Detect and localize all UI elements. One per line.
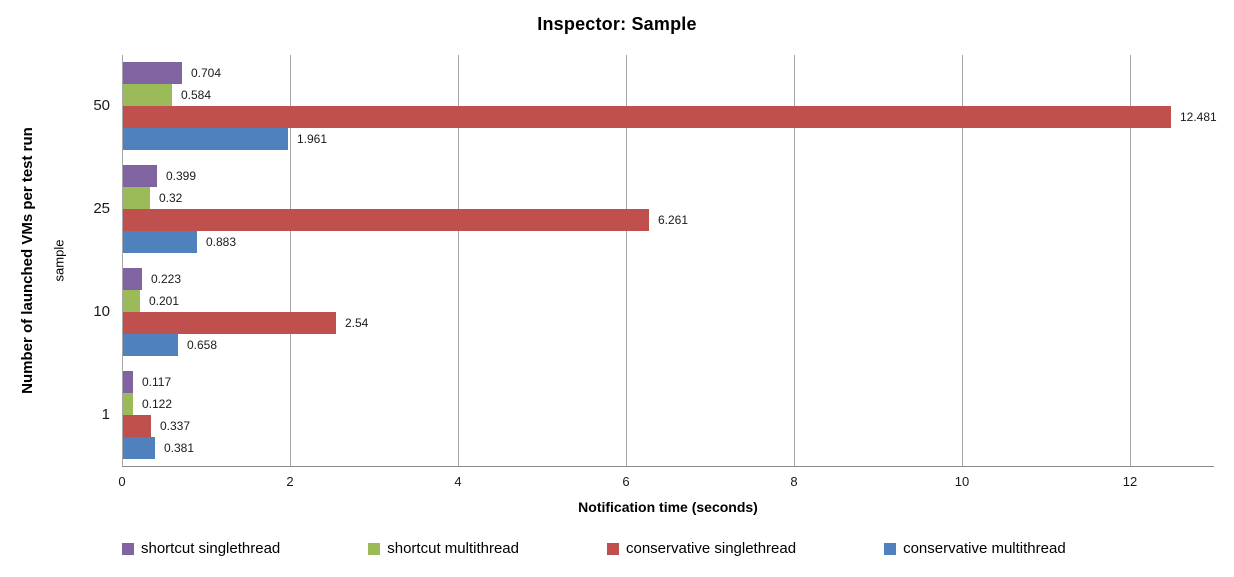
- x-tick-label: 10: [954, 474, 970, 489]
- bar-value-label: 0.381: [164, 441, 195, 455]
- bar-shortcut-singlethread-cat-1: [123, 371, 133, 393]
- gridline: [962, 55, 963, 466]
- bar-value-label: 0.584: [181, 88, 212, 102]
- bar-shortcut-singlethread-cat-10: [123, 268, 142, 290]
- legend-label: conservative singlethread: [625, 540, 797, 557]
- y-axis-title-wrap: Number of launched VMs per test run: [10, 55, 44, 466]
- x-tick-label: 8: [790, 474, 798, 489]
- bar-shortcut-multithread-cat-10: [123, 290, 140, 312]
- bar-value-label: 0.399: [166, 169, 197, 183]
- legend-swatch-icon: [606, 542, 619, 555]
- x-tick-label: 12: [1122, 474, 1138, 489]
- bar-conservative-singlethread-cat-10: [123, 312, 336, 334]
- bar-conservative-multithread-cat-1: [123, 437, 155, 459]
- bar-shortcut-singlethread-cat-50: [123, 62, 182, 84]
- legend-label: shortcut multithread: [387, 540, 519, 557]
- legend-swatch-icon: [368, 542, 381, 555]
- legend-item-conservative-multithread: conservative multithread: [884, 540, 1066, 557]
- y-category-label: 1: [101, 406, 110, 423]
- gridline: [1130, 55, 1131, 466]
- legend-item-conservative-singlethread: conservative singlethread: [606, 540, 797, 557]
- y-axis-title: Number of launched VMs per test run: [18, 127, 36, 394]
- chart-title: Inspector: Sample: [537, 14, 697, 34]
- bar-value-label: 0.704: [191, 66, 222, 80]
- gridline: [122, 55, 123, 466]
- x-tick-label: 0: [118, 474, 126, 489]
- x-axis-title: Notification time (seconds): [578, 499, 758, 515]
- gridline: [458, 55, 459, 466]
- bar-shortcut-multithread-cat-25: [123, 187, 150, 209]
- y-axis-subtitle-wrap: sample: [46, 55, 72, 466]
- bar-value-label: 0.122: [142, 397, 173, 411]
- legend-label: shortcut singlethread: [141, 540, 281, 557]
- bar-conservative-multithread-cat-25: [123, 231, 197, 253]
- bar-conservative-singlethread-cat-50: [123, 106, 1171, 128]
- legend-label: conservative multithread: [903, 540, 1066, 557]
- bar-value-label: 0.658: [187, 338, 218, 352]
- legend-swatch-icon: [122, 542, 134, 555]
- gridline: [290, 55, 291, 466]
- y-category-label: 25: [93, 200, 110, 217]
- legend: shortcut singlethread shortcut multithrea…: [122, 540, 1066, 557]
- bar-value-label: 6.261: [658, 213, 689, 227]
- legend-swatch-icon: [884, 542, 897, 555]
- y-category-label: 50: [93, 97, 110, 114]
- bar-conservative-singlethread-cat-25: [123, 209, 649, 231]
- bar-value-label: 0.883: [206, 235, 237, 249]
- plot-area: 0.704 0.584 12.481 1.961 0.399 0.32 6.261 0.883…: [122, 55, 1217, 467]
- gridline: [626, 55, 627, 466]
- y-category-label: 10: [93, 303, 110, 320]
- bar-value-label: 0.337: [160, 419, 191, 433]
- bar-shortcut-multithread-cat-50: [123, 84, 172, 106]
- gridline: [794, 55, 795, 466]
- bar-value-label: 0.32: [159, 191, 183, 205]
- bar-value-label: 2.54: [345, 316, 369, 330]
- bar-shortcut-multithread-cat-1: [123, 393, 133, 415]
- bar-conservative-multithread-cat-50: [123, 128, 288, 150]
- x-tick-label: 4: [454, 474, 462, 489]
- bar-value-label: 0.117: [142, 375, 172, 389]
- legend-item-shortcut-singlethread: shortcut singlethread: [122, 540, 280, 557]
- y-axis-subtitle: sample: [51, 239, 67, 282]
- bar-value-label: 1.961: [297, 132, 328, 146]
- bar-value-label: 12.481: [1180, 110, 1217, 124]
- x-tick-label: 6: [622, 474, 630, 489]
- bar-value-label: 0.223: [151, 272, 182, 286]
- x-tick-label: 2: [286, 474, 294, 489]
- bar-conservative-multithread-cat-10: [123, 334, 178, 356]
- bar-conservative-singlethread-cat-1: [123, 415, 151, 437]
- bar-value-label: 0.201: [149, 294, 180, 308]
- bar-shortcut-singlethread-cat-25: [123, 165, 157, 187]
- legend-item-shortcut-multithread: shortcut multithread: [368, 540, 519, 557]
